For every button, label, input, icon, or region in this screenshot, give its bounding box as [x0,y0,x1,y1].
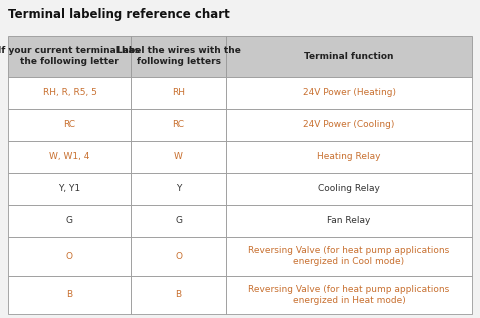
Bar [226,36,472,77]
Text: G: G [175,217,182,225]
Bar [131,205,226,237]
Text: Y: Y [176,184,181,193]
Text: RH: RH [172,88,185,97]
Bar [226,205,472,237]
Text: Heating Relay: Heating Relay [317,152,381,161]
Bar [131,141,226,173]
Text: Reversing Valve (for heat pump applications
energized in Heat mode): Reversing Valve (for heat pump applicati… [249,285,450,305]
Text: 24V Power (Heating): 24V Power (Heating) [302,88,396,97]
Bar [131,109,226,141]
Bar [131,275,226,314]
Bar [8,77,131,109]
Bar [8,205,131,237]
Text: If your current terminal has
the following letter: If your current terminal has the followi… [0,46,141,66]
Bar [131,173,226,205]
Bar [131,237,226,275]
Text: W, W1, 4: W, W1, 4 [49,152,90,161]
Bar [226,173,472,205]
Text: Y, Y1: Y, Y1 [59,184,81,193]
Text: W: W [174,152,183,161]
Text: O: O [66,252,73,261]
Text: RH, R, R5, 5: RH, R, R5, 5 [43,88,96,97]
Text: B: B [66,290,72,299]
Text: Cooling Relay: Cooling Relay [318,184,380,193]
Text: G: G [66,217,73,225]
Text: Reversing Valve (for heat pump applications
energized in Cool mode): Reversing Valve (for heat pump applicati… [249,246,450,266]
Text: Label the wires with the
following letters: Label the wires with the following lette… [117,46,240,66]
Text: Terminal labeling reference chart: Terminal labeling reference chart [8,8,230,21]
Text: O: O [175,252,182,261]
Bar [8,275,131,314]
Bar [226,275,472,314]
Bar [8,36,131,77]
Bar [8,141,131,173]
Bar [8,109,131,141]
Bar [226,141,472,173]
Bar [226,77,472,109]
Text: RC: RC [172,120,184,129]
Text: Terminal function: Terminal function [304,52,394,61]
Bar [8,237,131,275]
Text: Fan Relay: Fan Relay [327,217,371,225]
Bar [8,173,131,205]
Text: RC: RC [63,120,75,129]
Bar [226,237,472,275]
Text: 24V Power (Cooling): 24V Power (Cooling) [303,120,395,129]
Bar [131,77,226,109]
Text: B: B [176,290,181,299]
Bar [131,36,226,77]
Bar [226,109,472,141]
